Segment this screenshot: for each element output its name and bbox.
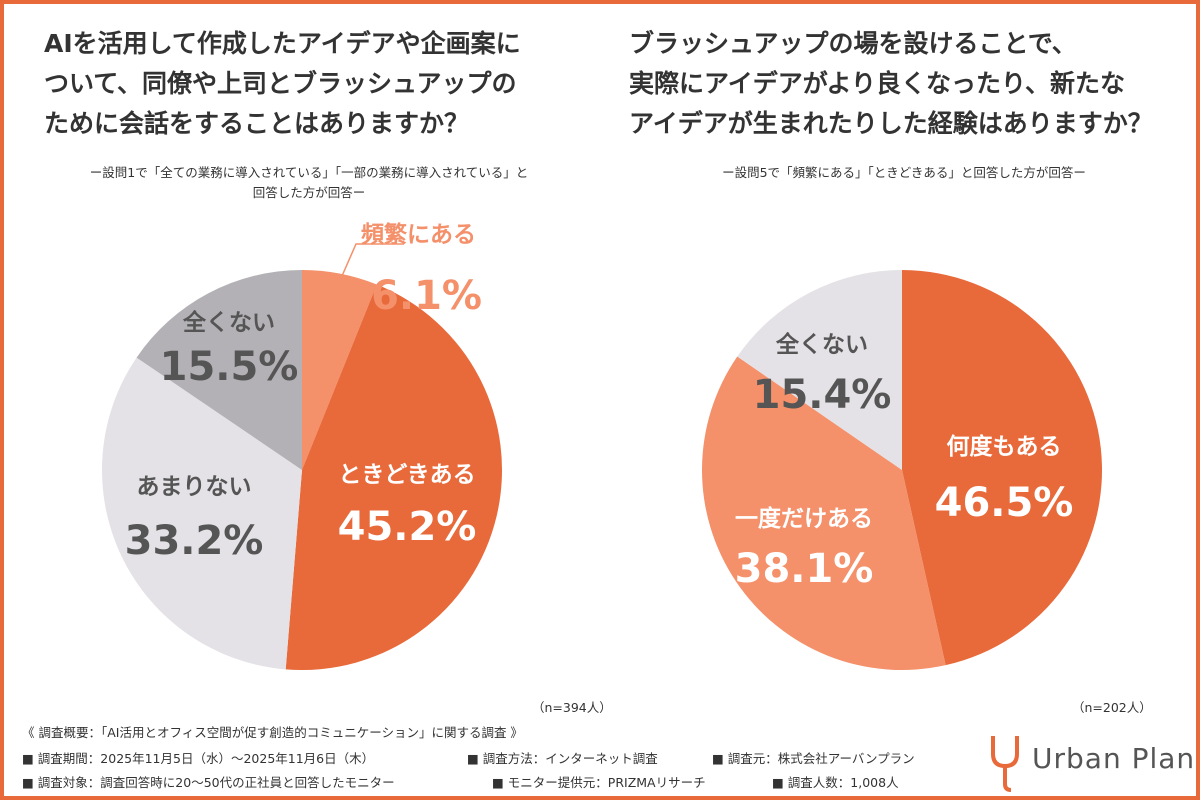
urban-plan-logo-text: Urban Plan bbox=[1032, 742, 1196, 775]
chart1-leader-line bbox=[341, 243, 404, 277]
chart2-subtitle-line1: ー設問5で「頻繁にある」「ときどきある」と回答した方が回答ー bbox=[722, 165, 1086, 180]
chart2-title-line3: アイデアが生まれたりした経験はありますか？ bbox=[629, 109, 1153, 138]
chart1-slice-1-value: 6.1% bbox=[371, 273, 482, 319]
chart2-subtitle: ー設問5で「頻繁にある」「ときどきある」と回答した方が回答ー bbox=[644, 163, 1164, 183]
chart1-title-line3: ために会話をすることはありますか？ bbox=[44, 109, 470, 138]
chart2-title: ブラッシュアップの場を設けることで、 実際にアイデアがより良くなったり、新たな … bbox=[629, 24, 1153, 144]
chart2-slice-1-label: 何度もある bbox=[947, 433, 1062, 460]
chart1-title: AIを活用して作成したアイデアや企画案に ついて、同僚や上司とブラッシュアップの… bbox=[44, 24, 521, 144]
monitor-provider: ■ モニター提供元：PRIZMAリサーチ bbox=[492, 775, 706, 790]
chart1-slice-2-value: 45.2% bbox=[338, 504, 477, 550]
chart1-slice-2 bbox=[285, 284, 503, 670]
chart2-slice-1-value: 46.5% bbox=[935, 480, 1074, 526]
chart2-title-line1: ブラッシュアップの場を設けることで、 bbox=[629, 29, 1077, 58]
chart1-subtitle: ー設問1で「全ての業務に導入されている」「一部の業務に導入されている」と 回答し… bbox=[54, 163, 564, 203]
chart2-slice-2-value: 38.1% bbox=[735, 546, 874, 592]
chart1-slice-1 bbox=[302, 270, 377, 470]
chart2-slice-3-value: 15.4% bbox=[753, 372, 892, 418]
survey-source: ■ 調査元：株式会社アーバンプラン bbox=[712, 751, 915, 766]
chart1-sample-size: （n=394人） bbox=[532, 700, 612, 715]
survey-count: ■ 調査人数：1,008人 bbox=[772, 775, 899, 790]
chart1-slice-2-label: ときどきある bbox=[338, 462, 475, 488]
chart1-slice-4-label: 全くない bbox=[182, 309, 275, 336]
chart1-slice-3-value: 33.2% bbox=[125, 518, 264, 564]
chart2-slice-2-label: 一度だけある bbox=[735, 505, 873, 532]
chart1-slice-3 bbox=[102, 357, 302, 670]
chart1-subtitle-line1: ー設問1で「全ての業務に導入されている」「一部の業務に導入されている」と bbox=[89, 165, 529, 180]
survey-period: ■ 調査期間：2025年11月5日（水）〜2025年11月6日（木） bbox=[22, 751, 375, 766]
chart1-title-line1: AIを活用して作成したアイデアや企画案に bbox=[44, 29, 521, 58]
chart1-slice-1-label: 頻繁にある bbox=[361, 221, 476, 248]
chart2-slice-3 bbox=[737, 270, 902, 470]
chart2-title-line2: 実際にアイデアがより良くなったり、新たな bbox=[629, 69, 1126, 98]
chart2-slice-3-label: 全くない bbox=[775, 331, 868, 358]
chart1-slice-3-label: あまりない bbox=[137, 474, 252, 500]
chart1-slice-4 bbox=[136, 270, 302, 470]
urban-plan-logo-icon bbox=[991, 736, 1019, 792]
survey-summary: 《 調査概要：「AI活用とオフィス空間が促す創造的コミュニケーション」に関する調… bbox=[22, 725, 523, 740]
chart1-subtitle-line2: 回答した方が回答ー bbox=[252, 185, 366, 200]
survey-method: ■ 調査方法：インターネット調査 bbox=[467, 751, 658, 766]
survey-target: ■ 調査対象：調査回答時に20〜50代の正社員と回答したモニター bbox=[22, 775, 395, 790]
chart2-sample-size: （n=202人） bbox=[1072, 700, 1152, 715]
chart1-title-line2: ついて、同僚や上司とブラッシュアップの bbox=[44, 69, 517, 98]
chart2-slice-1 bbox=[902, 270, 1103, 666]
chart1-slice-4-value: 15.5% bbox=[160, 344, 299, 390]
chart2-slice-2 bbox=[701, 356, 946, 671]
pie-charts-svg: 頻繁にある 6.1% ときどきある 45.2% あまりない 33.2% 全くない 15.5% 何… bbox=[102, 221, 1103, 671]
